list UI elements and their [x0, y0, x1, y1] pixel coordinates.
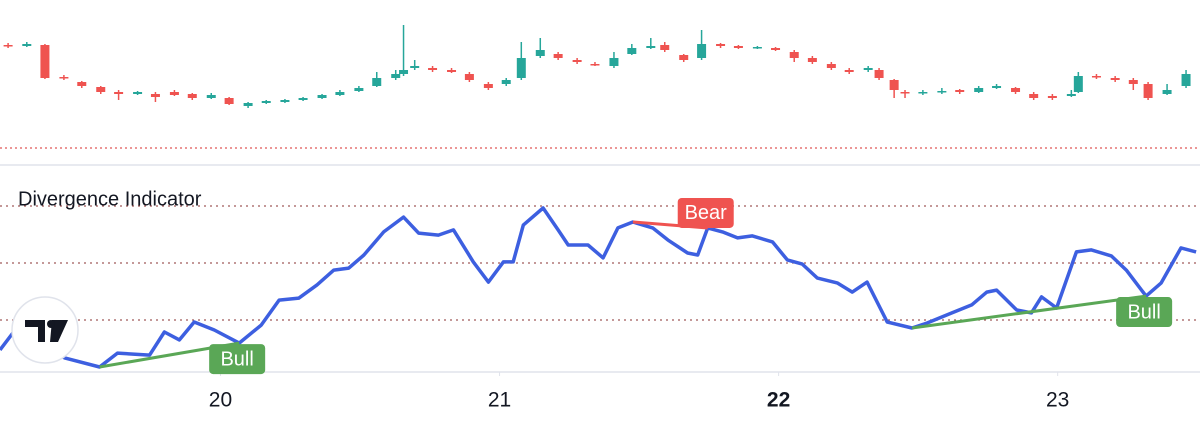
- candle-body: [1110, 78, 1120, 80]
- x-tick-label: 23: [1046, 389, 1069, 412]
- divergence-badge: [677, 197, 734, 228]
- candle-body: [889, 80, 899, 90]
- candle-body: [516, 58, 526, 78]
- candle-body: [298, 98, 308, 100]
- candle-body: [372, 78, 382, 86]
- candle-body: [609, 58, 619, 66]
- candle-body: [679, 55, 689, 60]
- candle-body: [317, 95, 327, 98]
- candle-body: [900, 92, 910, 94]
- candle-body: [40, 45, 50, 78]
- indicator-line: [0, 206, 1197, 369]
- candle-body: [590, 64, 600, 66]
- candle-body: [918, 92, 928, 94]
- candle-body: [716, 44, 726, 46]
- candle-body: [733, 46, 743, 48]
- candle-body: [1143, 84, 1153, 98]
- candle-body: [863, 68, 873, 70]
- candle-body: [627, 48, 637, 54]
- candle-body: [187, 94, 197, 98]
- candle-body: [974, 88, 984, 92]
- candle-body: [1091, 76, 1101, 78]
- candle-body: [1029, 94, 1039, 98]
- candle-body: [399, 70, 409, 74]
- candle-body: [464, 74, 474, 80]
- divergence-label: Bull: [220, 348, 253, 370]
- candle-body: [483, 84, 493, 88]
- candle-body: [1162, 90, 1172, 94]
- candle-body: [1066, 94, 1076, 96]
- candle-body: [697, 44, 707, 58]
- candle-body: [22, 44, 32, 46]
- candle-body: [447, 70, 457, 72]
- candle-body: [261, 101, 271, 103]
- candle-body: [354, 88, 364, 91]
- candle-body: [992, 86, 1002, 88]
- divergence-label: Bear: [685, 202, 728, 224]
- candle-body: [243, 103, 253, 106]
- divergence-badge: [1116, 297, 1173, 328]
- candle-body: [874, 70, 884, 78]
- candle-body: [771, 48, 781, 50]
- plot-layer: 20 21 22 23 Bull Bear Bull: [0, 25, 1200, 412]
- candle-body: [955, 90, 965, 92]
- x-tick-label: 21: [488, 389, 511, 412]
- candle-body: [826, 64, 836, 68]
- candle-body: [1128, 80, 1138, 84]
- candle-body: [501, 80, 511, 84]
- candle-body: [224, 98, 234, 104]
- candle-body: [1047, 96, 1057, 98]
- candle-body: [335, 92, 345, 95]
- candle-body: [169, 92, 179, 95]
- candle-body: [646, 46, 656, 48]
- candle-body: [752, 47, 762, 49]
- divergence-badge: [209, 344, 266, 375]
- candle-body: [1073, 76, 1083, 92]
- candle-body: [77, 82, 87, 86]
- candle-body: [789, 52, 799, 58]
- candle-body: [280, 100, 290, 102]
- candle-body: [114, 92, 124, 94]
- candle-body: [133, 92, 143, 94]
- candle-body: [391, 74, 401, 78]
- divergence-line: [911, 294, 1147, 330]
- candle-body: [3, 45, 13, 47]
- candle-body: [206, 95, 216, 98]
- candle-body: [660, 45, 670, 50]
- candle-body: [937, 91, 947, 93]
- candle-body: [59, 77, 69, 79]
- candle-body: [150, 94, 160, 97]
- candle-body: [572, 60, 582, 62]
- candle-body: [410, 66, 420, 68]
- divergence-label: Bull: [1127, 301, 1160, 323]
- logo: [11, 296, 79, 364]
- candle-body: [96, 87, 106, 92]
- candle-body: [553, 54, 563, 58]
- candle-body: [807, 58, 817, 62]
- x-tick-label: 20: [209, 389, 232, 412]
- candle-body: [535, 50, 545, 56]
- candle-body: [1181, 74, 1191, 86]
- candle-body: [1011, 88, 1021, 92]
- indicator-title: Divergence Indicator: [18, 188, 202, 210]
- candle-body: [428, 68, 438, 70]
- candle-body: [844, 70, 854, 72]
- x-tick-label: 22: [767, 389, 790, 412]
